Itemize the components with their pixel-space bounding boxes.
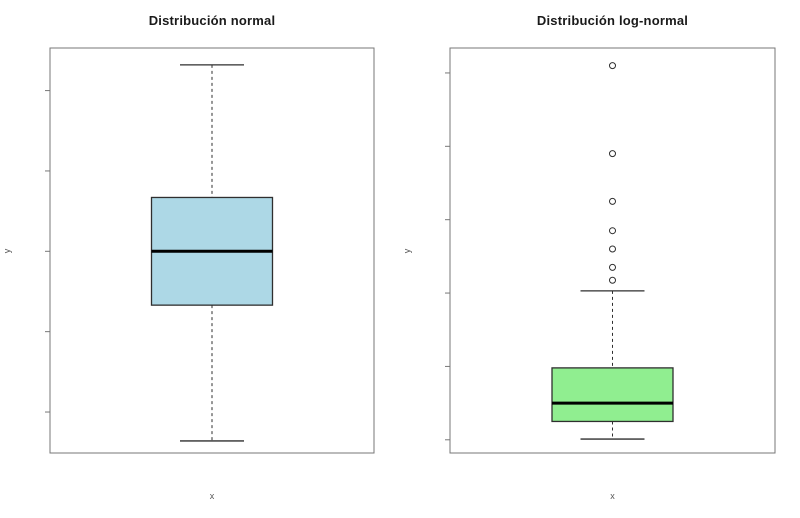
- outlier-point: [609, 150, 616, 158]
- outlier-point: [609, 62, 616, 70]
- outlier-point: [609, 227, 616, 235]
- y-axis-label-normal: y: [2, 248, 12, 254]
- outlier-point: [609, 263, 616, 271]
- panel-title-lognormal: Distribución log-normal: [536, 13, 689, 28]
- iqr-box: [551, 367, 674, 423]
- x-axis-label-normal: x: [209, 491, 215, 501]
- plot-frame: [449, 47, 776, 454]
- outlier-point: [609, 245, 616, 253]
- y-axis-label-lognormal: y: [402, 248, 412, 254]
- outlier-point: [609, 197, 616, 205]
- panel-title-normal: Distribución normal: [148, 13, 276, 28]
- outlier-point: [609, 276, 616, 284]
- x-axis-label-lognormal: x: [610, 491, 615, 501]
- plot-frame: [49, 47, 375, 454]
